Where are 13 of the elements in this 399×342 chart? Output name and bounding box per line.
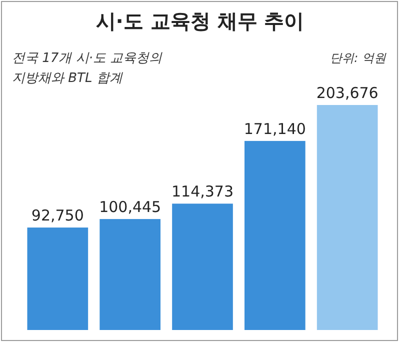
chart-subtitle: 전국 17개 시·도 교육청의 지방채와 BTL 합계: [12, 51, 164, 86]
bar: [100, 219, 160, 330]
data-label: 92,750: [31, 206, 84, 225]
bar: [27, 228, 88, 330]
text: 단위: 억원: [330, 51, 387, 65]
chart-title: 시·도 교육청 채무 추이: [96, 9, 304, 33]
data-label: 100,445: [99, 198, 162, 216]
bar: [316, 105, 378, 330]
data-label: 203,676: [316, 84, 378, 102]
data-label: 171,140: [244, 120, 306, 138]
data-label: 114,373: [171, 182, 234, 201]
bar: [244, 140, 306, 330]
bar: [172, 204, 233, 330]
